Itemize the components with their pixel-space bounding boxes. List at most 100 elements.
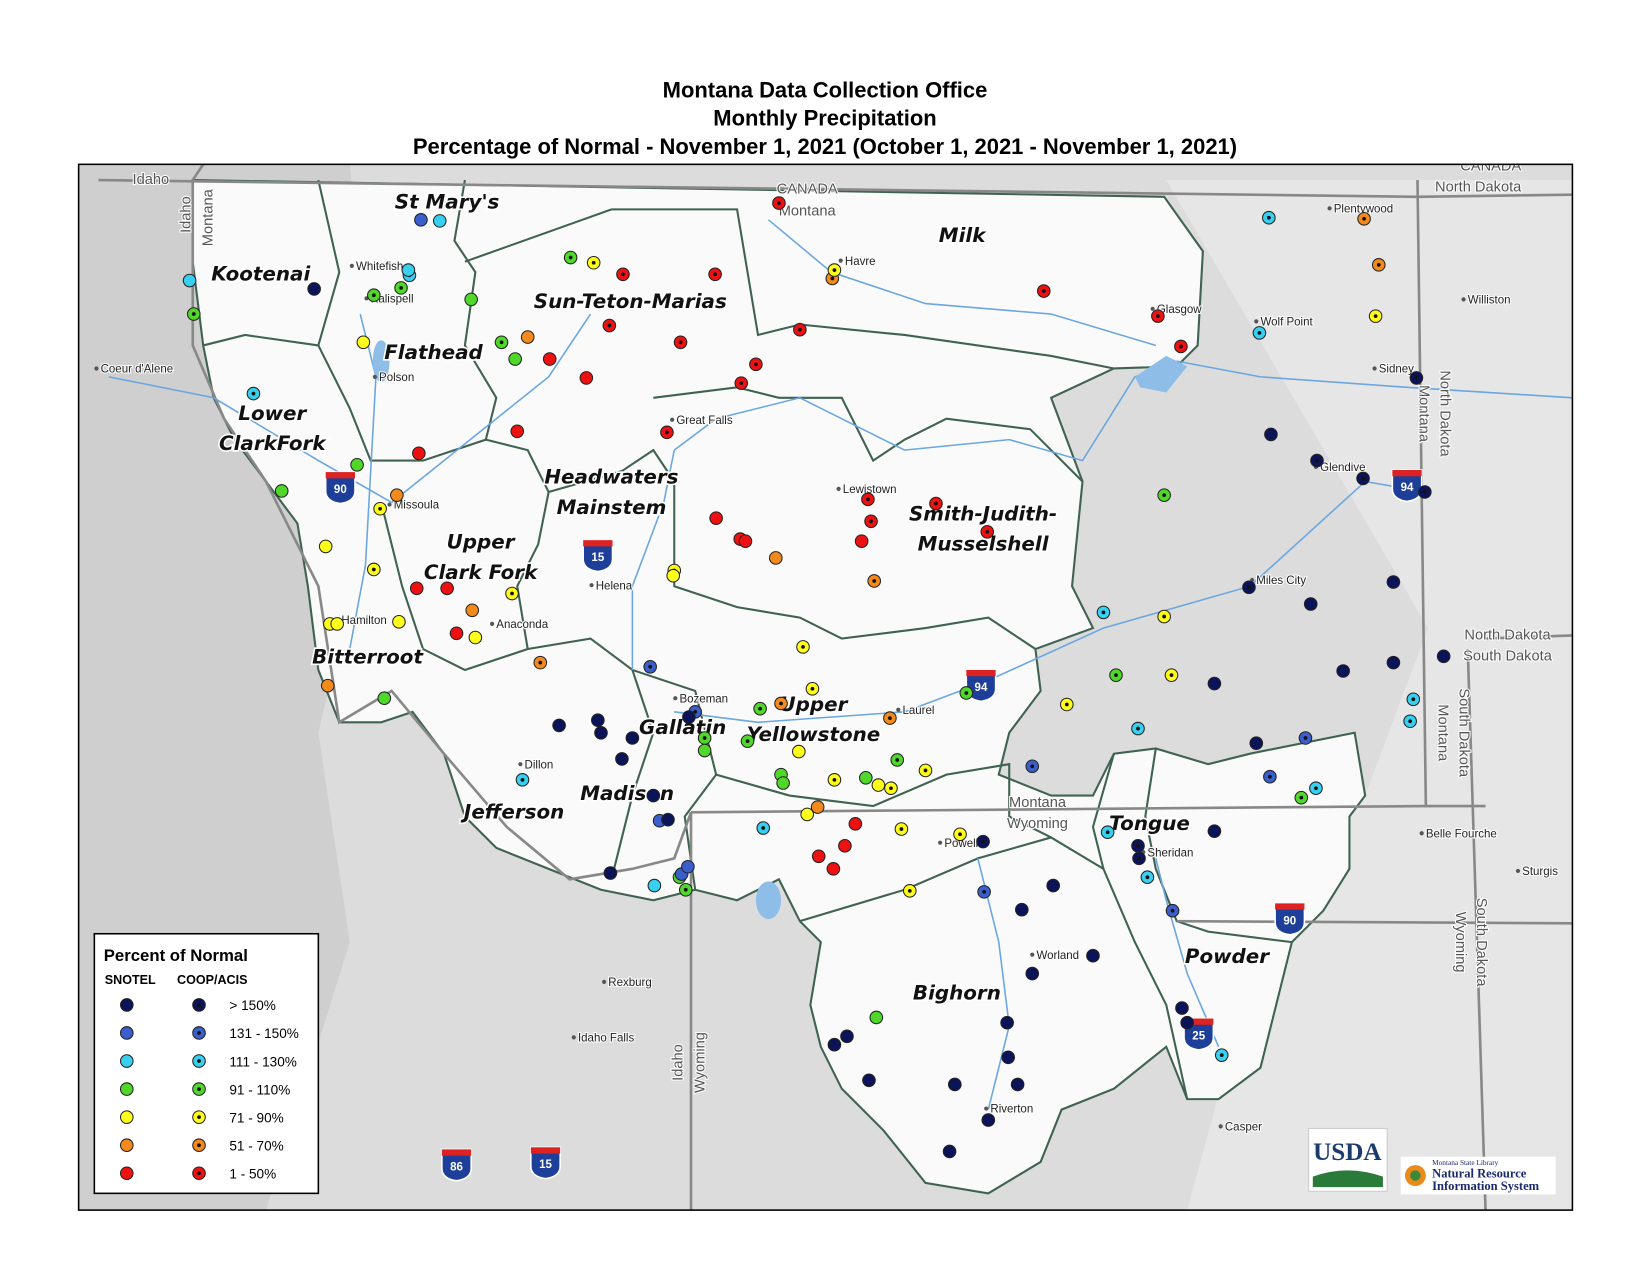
shield-top [1184,1018,1214,1025]
subtitle: Percentage of Normal - November 1, 2021 … [413,134,1237,159]
place-marker [1030,952,1035,957]
msl-text: Montana State Library [1432,1158,1499,1167]
place-marker [518,762,523,767]
coop-station-center [758,706,762,711]
border [1176,919,1573,925]
coop-station-center [1136,843,1140,848]
snotel-station [401,263,416,277]
coop-station-center [1266,215,1271,220]
snotel-station [947,1077,962,1092]
snotel-station [274,484,289,498]
coop-station-center [678,340,683,345]
coop-station-center [888,716,892,720]
legend-coop-symbol-center [197,1031,201,1035]
basin-label: Upper [447,531,516,554]
river [1176,360,1573,399]
legend-snotel-symbol [119,1166,134,1181]
place-label: Anaconda [496,619,548,631]
coop-station-center [801,645,805,649]
lake [755,881,782,920]
snotel-station [508,352,522,366]
place-marker [589,583,594,588]
coop-station-center [683,887,688,892]
coop-station-center [866,497,870,502]
snotel-station [625,731,640,745]
snotel-station [681,859,695,874]
snotel-station [800,807,815,822]
place-marker [372,374,377,379]
legend-label: 71 - 90% [229,1110,283,1125]
snotel-station [811,849,826,864]
snotel-station [520,330,535,344]
place-marker [1372,366,1377,371]
place-marker [387,502,392,507]
place-marker [670,417,675,422]
basin-boundary [548,448,1036,650]
state-label: Wyoming [1007,816,1068,832]
basin-label: Bighorn [913,982,1001,1005]
coop-station-center [1155,314,1160,319]
place-label: Whitefish [356,261,403,273]
snotel-station [464,292,478,307]
snotel-station [440,581,454,596]
basin-label: Flathead [384,341,483,364]
snotel-station [318,539,333,554]
snotel-station [1207,824,1222,838]
coop-station-center [832,777,837,782]
coop-station-center [1257,330,1262,335]
coop-station-center [872,579,877,583]
coop-station-center [510,591,514,596]
coop-station-center [1362,216,1366,221]
state-label: North Dakota [1437,370,1453,457]
logos: USDA Montana State Library Natural Resou… [1308,1127,1556,1195]
shield [1274,902,1306,936]
snotel-station [981,1113,996,1127]
basin-boundary [527,637,655,880]
snotel-station [409,581,424,596]
coop-station-center [832,268,837,272]
snotel-station [776,776,790,790]
snotel-station [1175,1001,1189,1015]
basin-boundary [715,762,1189,1100]
coop-station-center [1411,697,1416,702]
place-label: Sidney [1379,364,1414,376]
place-label: Glasgow [1157,304,1202,316]
place-marker [94,366,99,371]
coop-station-center [621,272,625,277]
snotel-station [542,352,557,366]
place-marker [838,258,843,263]
coop-station-center [520,777,525,782]
snotel-station [859,770,873,785]
state-label: Idaho [179,196,195,233]
state-label: North Dakota [1435,180,1522,196]
title-block: Montana Data Collection Office Monthly P… [413,77,1237,159]
place-marker [938,840,943,845]
coop-station-center [1361,476,1365,481]
legend-label: 131 - 150% [229,1026,299,1041]
place-marker [673,696,678,701]
legend-label: 111 - 130% [229,1054,297,1069]
highway-number: 25 [1192,1030,1205,1042]
snotel-station [1386,655,1401,670]
state-label: Montana [1416,385,1432,443]
highway-number: 15 [539,1159,552,1171]
basin-label: Lower [238,402,307,425]
legend-coop-symbol-center [197,1171,201,1176]
place-label: Plentywood [1334,203,1393,215]
coop-station-center [1170,908,1175,913]
coop-station-center [1408,719,1413,724]
state-label: North Dakota [1464,628,1551,644]
shield-top [583,540,613,547]
basin-label: Upper [780,693,849,716]
basin-boundary [653,386,1084,483]
snotel-station [510,424,525,439]
coop-station-center [1162,493,1167,498]
shield [582,539,614,573]
place-label: Laurel [902,705,934,717]
state-label: Wyoming [693,1032,709,1093]
basin-label: Jefferson [460,801,564,824]
coop-station-center [251,391,256,396]
coop-station-center [665,430,669,435]
coop-station-center [1303,736,1308,740]
snotel-station [449,626,464,641]
